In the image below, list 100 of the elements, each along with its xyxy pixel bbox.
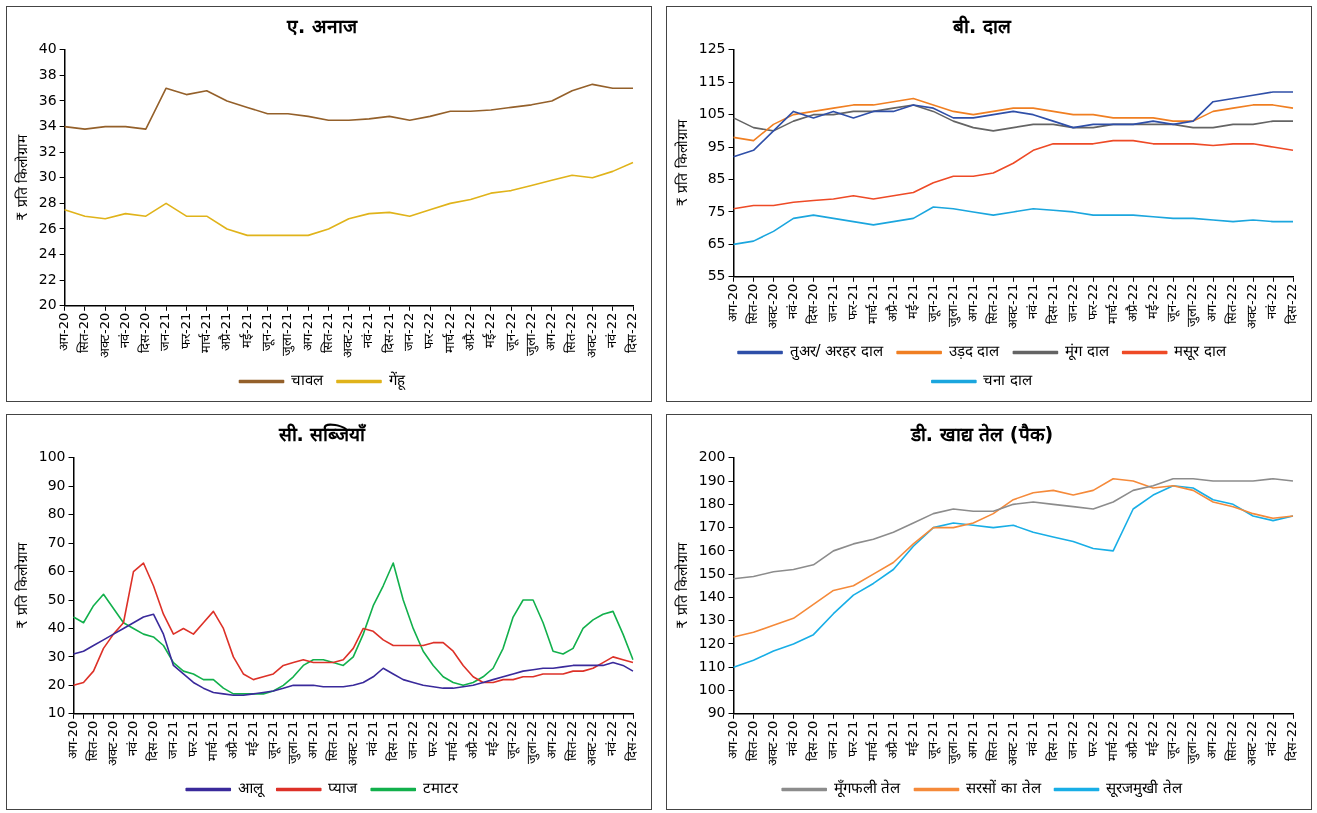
legend-label: तुअर/ अरहर दाल [789,342,885,362]
x-tick-label: जुला-21 [279,312,296,356]
y-tick-label: 200 [698,448,726,465]
x-tick-label: अग-21 [299,312,315,351]
x-tick-label: जून-21 [264,720,281,759]
y-tick-label: 32 [38,142,57,159]
x-tick-label: मई-22 [484,720,500,756]
x-tick-label: सित-22 [1224,720,1240,761]
legend-label: सरसों का तेल [965,779,1042,798]
x-tick-label: जुला-22 [522,312,539,356]
x-tick-label: नवं-20 [124,720,140,756]
x-tick-label: अक्ट-21 [340,312,356,358]
y-tick-label: 26 [38,219,57,236]
y-tick-label: 190 [698,471,726,488]
x-tick-label: अप्रै-22 [1124,283,1140,322]
y-tick-label: 75 [707,202,726,219]
x-tick-label: नवं-22 [604,312,620,348]
x-tick-label: दिस-20 [804,283,820,324]
x-tick-label: सित-22 [563,312,579,353]
x-tick-label: अक्ट-20 [104,720,120,766]
y-tick-label: 10 [47,704,66,721]
x-tick-label: सित-21 [984,720,1000,761]
y-axis-title: ₹ प्रति किलोग्राम [674,119,691,207]
y-tick-label: 85 [707,170,726,187]
x-tick-label: अप्रै-21 [884,720,900,759]
x-tick-label: फर-22 [1084,720,1100,757]
x-tick-label: मार्च-22 [444,720,460,761]
y-tick-label: 130 [698,611,726,628]
y-tick-label: 38 [38,66,57,83]
legend-label: प्याज [328,779,359,798]
y-tick-label: 60 [47,562,66,579]
y-tick-label: 20 [47,675,66,692]
x-tick-label: मार्च-22 [1104,720,1120,761]
x-tick-label: जुला-21 [284,720,301,764]
x-tick-label: मई-21 [904,720,920,756]
x-tick-label: अग-20 [724,283,740,322]
x-tick-label: जून-22 [502,312,519,351]
x-tick-label: नवं-20 [116,312,132,348]
x-tick-label: मार्च-21 [864,283,880,324]
x-tick-label: अक्ट-20 [96,312,112,358]
y-tick-label: 28 [38,194,57,211]
x-tick-label: मई-21 [238,312,254,348]
x-tick-label: अग-20 [55,312,71,351]
x-tick-label: नवं-22 [1264,283,1280,319]
x-tick-label: दिस-21 [380,312,396,353]
x-tick-label: नवं-20 [784,720,800,756]
y-tick-label: 30 [47,647,66,664]
x-tick-label: सित-21 [319,312,335,353]
x-tick-label: मार्च-22 [1104,283,1120,324]
x-tick-label: अग-21 [964,720,980,759]
x-tick-label: अक्ट-21 [344,720,360,766]
y-tick-label: 34 [38,117,57,134]
x-tick-label: दिस-22 [624,720,640,761]
x-tick-label: दिस-22 [1284,720,1300,761]
y-tick-label: 50 [47,590,66,607]
x-tick-label: फर-21 [844,720,860,757]
x-tick-label: जून-21 [924,720,941,759]
y-tick-label: 90 [47,476,66,493]
x-tick-label: अप्रै-22 [1124,720,1140,759]
x-tick-label: अक्ट-20 [764,720,780,766]
x-tick-label: दिस-20 [137,312,153,353]
x-tick-label: नवं-20 [784,283,800,319]
y-tick-label: 40 [47,619,66,636]
x-tick-label: दिस-21 [384,720,400,761]
x-tick-label: फर-22 [421,312,437,349]
x-tick-label: मार्च-21 [204,720,220,761]
x-tick-label: जन-22 [401,312,417,351]
x-tick-label: जुला-22 [1184,283,1201,327]
x-tick-label: नवं-21 [360,312,376,348]
x-tick-label: अग-22 [1204,283,1220,322]
y-tick-label: 24 [38,245,57,262]
y-tick-label: 95 [707,137,726,154]
x-tick-label: जन-21 [824,720,840,759]
x-tick-label: दिस-21 [1044,283,1060,324]
y-axis-title: ₹ प्रति किलोग्राम [14,133,31,221]
x-tick-label: अग-21 [964,283,980,322]
x-tick-label: दिस-20 [804,720,820,761]
x-tick-label: अग-20 [724,720,740,759]
x-tick-label: जन-21 [157,312,173,351]
x-tick-label: अग-22 [544,720,560,759]
x-tick-label: नवं-22 [604,720,620,756]
y-tick-label: 40 [38,40,57,57]
x-tick-label: सित-21 [324,720,340,761]
legend-label: टमाटर [422,779,459,798]
chart-title: डी. खाद्य तेल (पैक) [909,423,1054,446]
chart-title: ए. अनाज [286,15,358,38]
x-tick-label: जून-22 [504,720,521,759]
x-tick-label: अप्रै-21 [224,720,240,759]
x-tick-label: दिस-21 [1044,720,1060,761]
y-tick-label: 22 [38,270,57,287]
legend-label: मूंग दाल [1064,342,1110,362]
y-tick-label: 120 [698,634,726,651]
legend-label: आलू [237,779,265,799]
x-tick-label: अप्रै-22 [464,720,480,759]
x-tick-label: जन-21 [164,720,180,759]
y-tick-label: 20 [38,296,57,313]
x-tick-label: जन-22 [404,720,420,759]
x-tick-label: मार्च-22 [441,312,457,353]
x-tick-label: अप्रै-22 [461,312,477,351]
x-tick-label: नवं-21 [1024,283,1040,319]
